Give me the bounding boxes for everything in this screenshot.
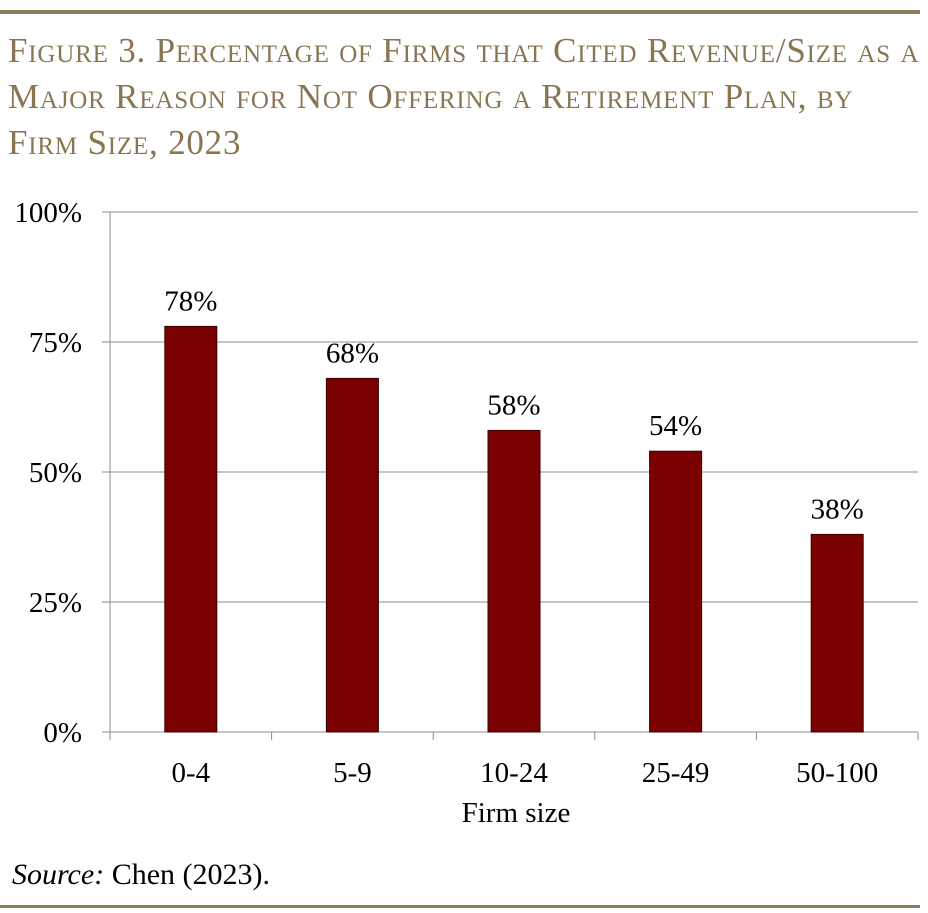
bottom-rule — [0, 905, 920, 908]
source-note: Source: Chen (2023). — [12, 858, 270, 892]
data-label: 78% — [164, 285, 217, 317]
bar — [164, 325, 218, 733]
figure-title: Figure 3. Percentage of Firms that Cited… — [8, 31, 920, 162]
source-label: Source: — [12, 858, 105, 891]
data-label: 38% — [811, 493, 864, 525]
bar — [649, 450, 703, 733]
bars — [164, 325, 864, 733]
y-tick-label: 50% — [29, 457, 82, 489]
data-label: 68% — [326, 337, 379, 369]
top-rule — [0, 10, 920, 14]
y-tick-label: 0% — [43, 717, 82, 749]
data-label: 58% — [487, 389, 540, 421]
bar — [810, 533, 864, 733]
y-tick-label: 75% — [29, 327, 82, 359]
x-tick-label: 5-9 — [333, 757, 372, 789]
y-tick-label: 100% — [14, 197, 82, 229]
bar — [325, 377, 379, 733]
axes: 0% 25% 50% 75% 100% 0-4 5-9 10-24 25-49 50-100 — [14, 197, 919, 789]
x-tick-label: 0-4 — [171, 757, 210, 789]
x-tick-label: 25-49 — [642, 757, 710, 789]
data-label: 54% — [649, 410, 702, 442]
x-axis-title: Firm size — [462, 797, 571, 829]
data-labels: 78% 68% 58% 54% 38% — [164, 285, 864, 525]
y-tick-label: 25% — [29, 587, 82, 619]
x-tick-label: 10-24 — [480, 757, 548, 789]
bar — [487, 429, 541, 733]
x-tick-label: 50-100 — [796, 757, 878, 789]
source-citation: Chen (2023). — [104, 858, 270, 891]
